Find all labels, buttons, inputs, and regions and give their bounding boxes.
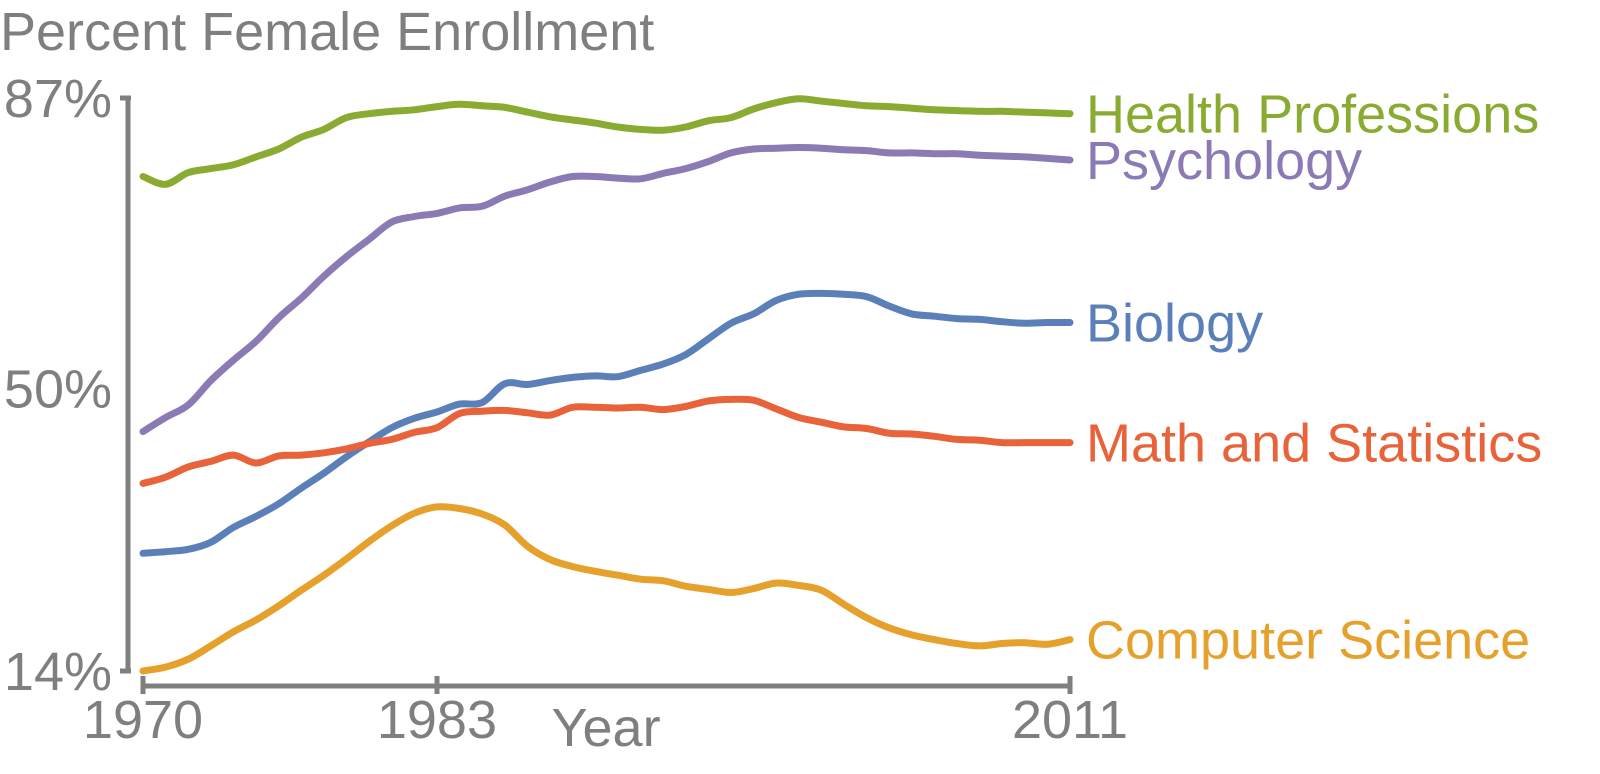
- y-tick-labels: 87% 50% 14%: [4, 69, 112, 702]
- series-line-psychology: [139, 144, 1074, 436]
- series-line-computer-science: [139, 503, 1074, 675]
- series-line-biology: [139, 289, 1074, 557]
- series-label-health-professions: Health Professions: [1086, 85, 1539, 145]
- x-tick-label: 1970: [83, 690, 203, 750]
- series-label-biology: Biology: [1086, 293, 1263, 353]
- y-tick-label: 14%: [4, 642, 112, 702]
- series-line-health-professions: [139, 95, 1074, 188]
- series-label-math-and-statistics: Math and Statistics: [1086, 414, 1542, 474]
- x-tick-labels: 1970 1983 2011: [83, 690, 1128, 750]
- y-tick-label: 87%: [4, 69, 112, 129]
- x-tick-label: 1983: [377, 690, 497, 750]
- x-tick-label: 2011: [1012, 690, 1128, 750]
- series-line-math-and-statistics: [139, 395, 1074, 487]
- series-label-psychology: Psychology: [1086, 131, 1362, 191]
- chart-title: Percent Female Enrollment: [0, 2, 654, 62]
- y-tick-label: 50%: [4, 359, 112, 419]
- series-label-computer-science: Computer Science: [1086, 611, 1530, 671]
- series-lines: [139, 95, 1074, 675]
- x-axis-label: Year: [551, 698, 660, 758]
